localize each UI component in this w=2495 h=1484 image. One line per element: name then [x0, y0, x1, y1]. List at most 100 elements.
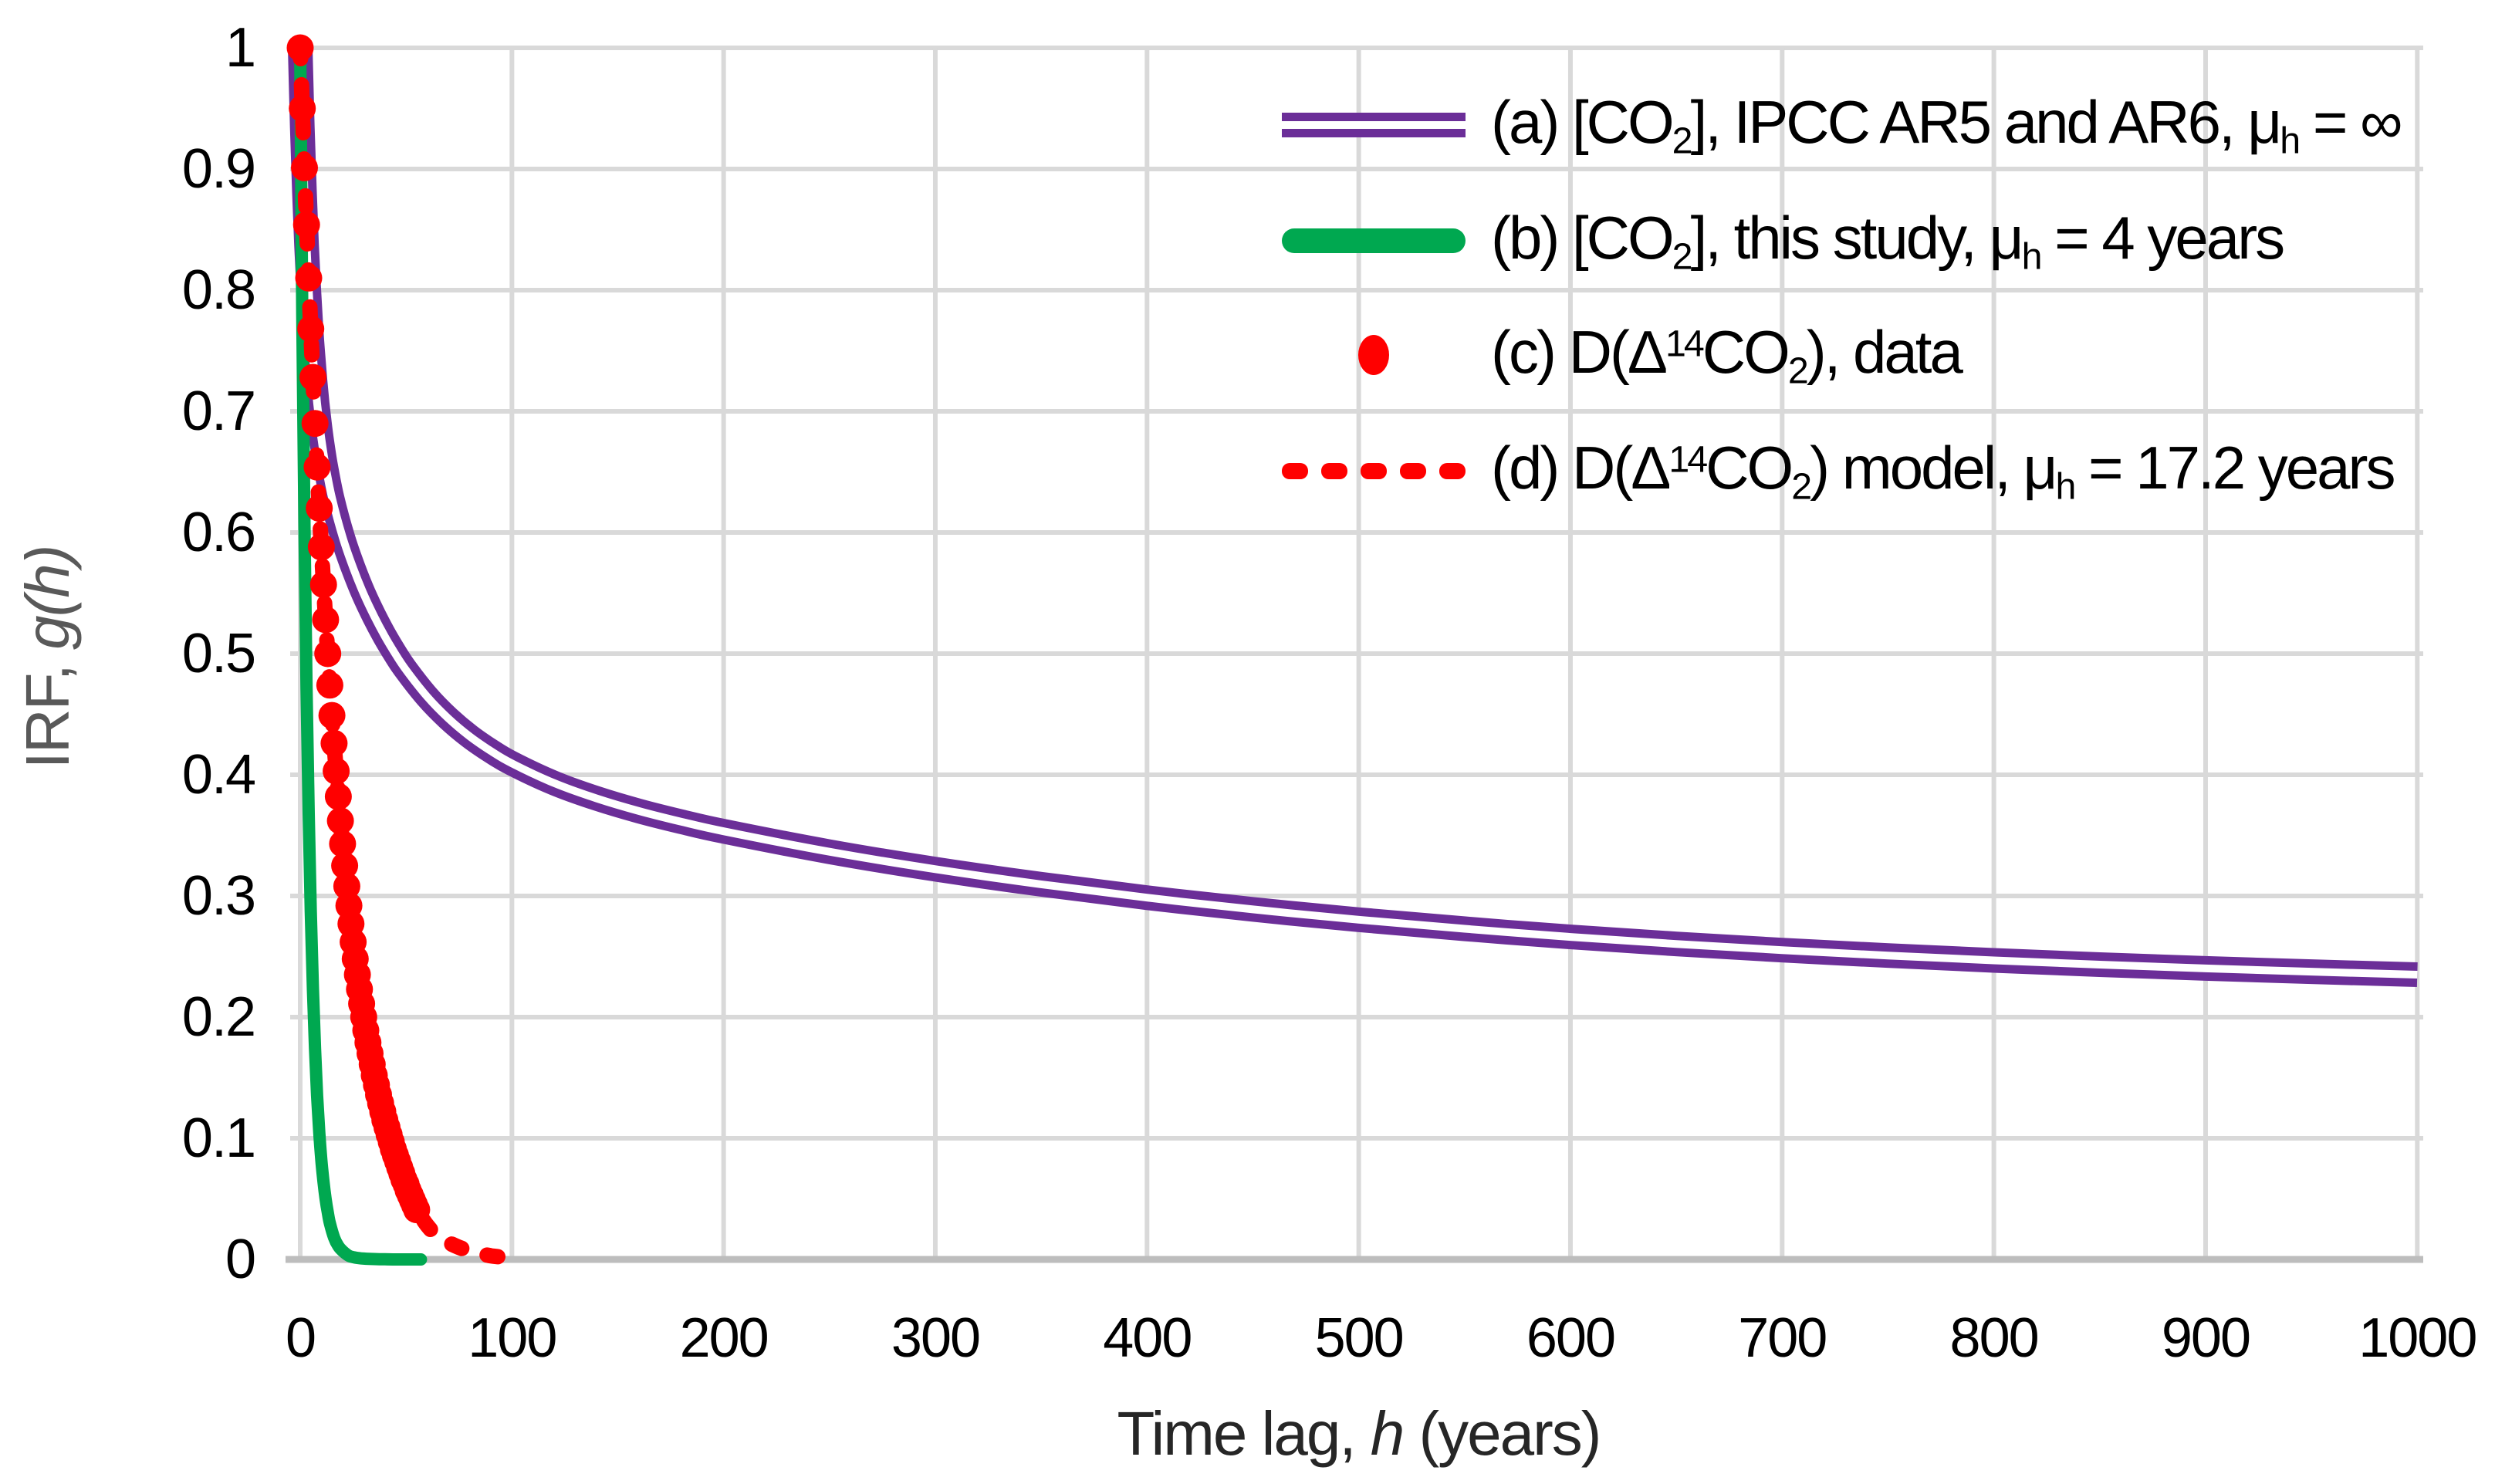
text-segment: (b) [CO — [1491, 204, 1675, 272]
data-point — [333, 872, 360, 900]
data-point — [289, 95, 316, 122]
data-point — [314, 640, 342, 668]
text-segment: CO — [1706, 434, 1793, 502]
text-segment: = ∞ — [2298, 88, 2403, 157]
x-axis-title: Time lag, h (years) — [300, 1398, 2417, 1469]
data-point — [312, 606, 340, 634]
text-segment: (a) [CO — [1491, 88, 1675, 157]
text-segment: 2 — [1787, 350, 1809, 392]
text-segment: = 17.2 years — [2074, 434, 2395, 502]
series-b-study-line — [294, 42, 428, 1266]
data-point — [286, 34, 314, 62]
text-segment: ( — [13, 597, 82, 617]
x-tick-label: 400 — [1103, 1307, 1192, 1369]
text-segment: IRF, — [13, 649, 82, 769]
dash-segment — [1282, 462, 1308, 479]
data-point — [324, 783, 352, 810]
legend-symbol-dot — [1275, 335, 1472, 375]
text-segment: (c) D(Δ — [1491, 318, 1668, 387]
data-point — [295, 264, 323, 292]
y-tick-label: 0.2 — [181, 986, 256, 1048]
legend-label-b: (b) [CO2], this study, μh = 4 years — [1491, 203, 2285, 279]
text-segment: h — [1370, 1399, 1405, 1468]
data-point — [316, 671, 343, 699]
y-tick-label: 0.5 — [181, 623, 256, 685]
y-tick-label: 0.1 — [181, 1107, 256, 1169]
text-segment: = 4 years — [2040, 204, 2285, 272]
data-point — [323, 757, 350, 785]
text-segment: h — [2021, 235, 2043, 278]
y-tick-label: 0.7 — [181, 380, 256, 442]
text-segment: ) — [13, 546, 82, 566]
data-point — [306, 495, 333, 522]
text-segment: 14 — [1668, 438, 1708, 481]
y-tick-label: 0.4 — [181, 744, 256, 806]
data-point — [329, 830, 357, 857]
legend-symbol-thick-line — [1275, 228, 1472, 253]
series-c-data-dots — [286, 34, 431, 1224]
x-tick-label: 600 — [1526, 1307, 1616, 1369]
data-point — [307, 533, 335, 561]
data-point — [299, 363, 326, 391]
legend-label-d: (d) D(Δ14CO2) model, μh = 17.2 years — [1491, 433, 2396, 509]
legend-item-a: (a) [CO2], IPCC AR5 and AR6, μh = ∞ — [1275, 83, 2403, 167]
dash-segment — [1439, 462, 1466, 479]
double-line-swatch — [1282, 113, 1466, 137]
dash-segment — [1400, 462, 1426, 479]
legend-symbol-dashed-line — [1275, 462, 1472, 479]
text-segment: 2 — [1672, 235, 1693, 278]
data-point — [301, 410, 329, 438]
data-point — [326, 807, 354, 835]
text-segment: h — [2280, 120, 2301, 162]
data-point — [309, 571, 337, 598]
y-axis-title: IRF, g(h) — [12, 546, 83, 769]
x-tick-label: 1000 — [2358, 1307, 2477, 1369]
y-tick-label: 0.9 — [181, 138, 256, 200]
series-a-double-line-gap — [296, 47, 2418, 979]
text-segment: (years) — [1403, 1399, 1602, 1468]
text-segment: g — [13, 617, 82, 650]
data-point — [292, 211, 320, 238]
y-tick-label: 0 — [225, 1229, 256, 1290]
x-tick-label: 200 — [679, 1307, 769, 1369]
x-tick-label: 100 — [468, 1307, 557, 1369]
data-point — [297, 315, 325, 343]
dashed-line-swatch — [1282, 462, 1466, 479]
text-segment: 2 — [1672, 120, 1693, 162]
data-point — [291, 154, 318, 181]
x-tick-label: 700 — [1738, 1307, 1827, 1369]
data-point — [403, 1196, 431, 1224]
thick-line-swatch — [1282, 228, 1466, 253]
y-tick-label: 0.3 — [181, 865, 256, 927]
data-point — [320, 729, 348, 757]
x-tick-label: 900 — [2161, 1307, 2251, 1369]
data-point — [331, 852, 359, 880]
dot-marker-swatch — [1358, 335, 1389, 375]
dash-segment — [1361, 462, 1387, 479]
text-segment: ), data — [1806, 318, 1963, 387]
legend-symbol-double-line — [1275, 113, 1472, 137]
text-segment: h — [13, 565, 82, 598]
text-segment: ], IPCC AR5 and AR6, μ — [1690, 88, 2283, 157]
legend-label-c: (c) D(Δ14CO2), data — [1491, 317, 1963, 393]
legend-item-d: (d) D(Δ14CO2) model, μh = 17.2 years — [1275, 428, 2396, 513]
legend-item-b: (b) [CO2], this study, μh = 4 years — [1275, 198, 2285, 283]
data-point — [303, 453, 331, 481]
text-segment: ], this study, μ — [1690, 204, 2024, 272]
dash-segment — [1321, 462, 1347, 479]
text-segment: ) model, μ — [1810, 434, 2057, 502]
x-tick-label: 0 — [285, 1307, 316, 1369]
data-point — [318, 701, 346, 729]
data-series — [286, 34, 2418, 1266]
text-segment: h — [2055, 465, 2076, 508]
text-segment: CO — [1702, 318, 1790, 387]
x-tick-label: 300 — [891, 1307, 981, 1369]
x-tick-label: 800 — [1949, 1307, 2040, 1369]
text-segment: (d) D(Δ — [1491, 434, 1671, 502]
y-tick-label: 0.8 — [181, 259, 256, 321]
y-tick-label: 0.6 — [181, 502, 256, 563]
y-tick-label: 1 — [225, 17, 256, 79]
text-segment: Time lag, — [1117, 1399, 1371, 1468]
